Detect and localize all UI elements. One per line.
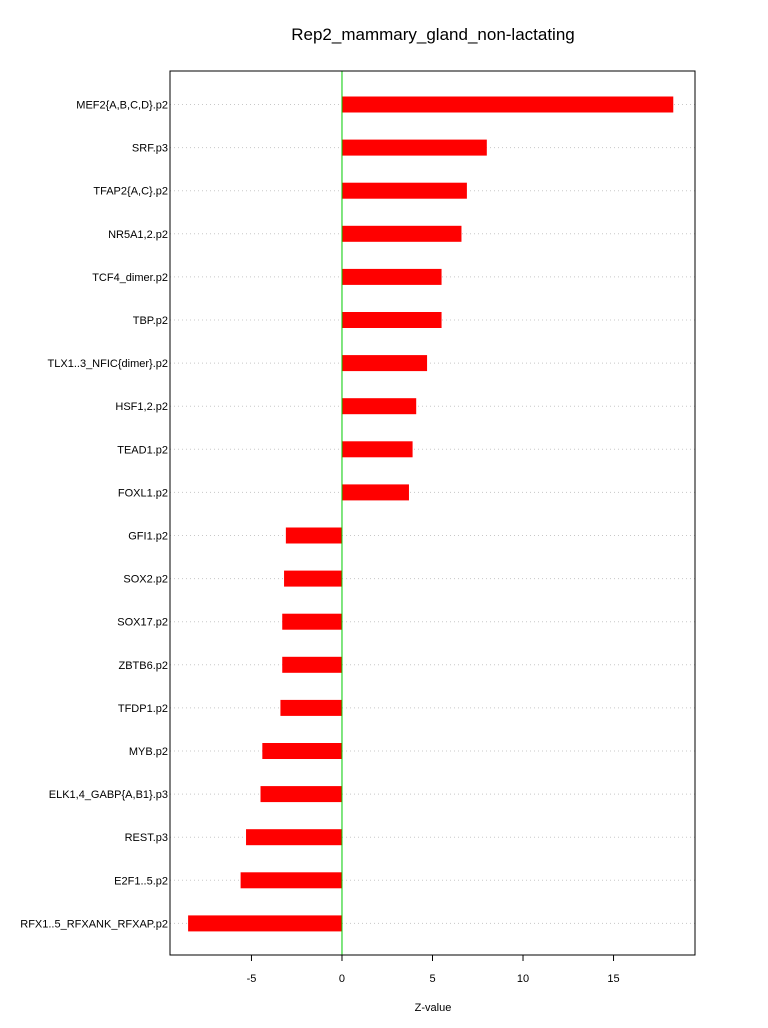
y-tick-label: HSF1,2.p2	[115, 401, 168, 413]
y-tick-label: TBP.p2	[133, 315, 168, 327]
y-tick-label: TLX1..3_NFIC{dimer}.p2	[48, 358, 168, 370]
y-tick-label: MEF2{A,B,C,D}.p2	[76, 100, 168, 112]
y-tick-label: TFAP2{A,C}.p2	[93, 186, 168, 198]
bar	[341, 96, 674, 113]
bar	[341, 441, 413, 458]
bar	[240, 872, 342, 889]
bar	[341, 355, 428, 372]
bar	[341, 182, 467, 199]
bar	[341, 484, 409, 501]
bar	[285, 527, 342, 544]
y-tick-label: RFX1..5_RFXANK_RFXAP.p2	[20, 918, 168, 930]
bar	[341, 139, 487, 156]
y-tick-label: TCF4_dimer.p2	[92, 272, 168, 284]
bar	[246, 829, 342, 846]
y-tick-label: E2F1..5.p2	[114, 875, 168, 887]
x-axis-title: Z-value	[415, 1002, 452, 1014]
x-tick-label: 10	[517, 973, 529, 985]
bar	[282, 613, 342, 630]
y-tick-label: NR5A1,2.p2	[108, 229, 168, 241]
bar	[341, 398, 417, 415]
bar	[282, 656, 342, 673]
bar	[262, 743, 342, 759]
y-tick-label: ZBTB6.p2	[118, 660, 168, 672]
y-tick-label: SOX17.p2	[117, 617, 168, 629]
y-tick-label: ELK1,4_GABP{A,B1}.p3	[49, 789, 168, 801]
bar	[280, 699, 342, 716]
bar	[188, 915, 342, 932]
y-axis-labels: MEF2{A,B,C,D}.p2 SRF.p3 TFAP2{A,C}.p2 NR5A1…	[20, 100, 168, 931]
y-tick-label: TFDP1.p2	[118, 703, 168, 715]
y-tick-label: REST.p3	[125, 832, 168, 844]
bar	[341, 312, 442, 328]
y-tick-label: SOX2.p2	[123, 574, 168, 586]
bar	[341, 268, 442, 285]
bar	[341, 225, 462, 242]
y-tick-label: MYB.p2	[129, 746, 168, 758]
plot-frame	[169, 70, 696, 956]
bar	[284, 570, 342, 587]
bar	[260, 786, 342, 803]
y-tick-label: GFI1.p2	[128, 531, 168, 543]
x-tick-label: 0	[339, 973, 345, 985]
chart-title: Rep2_mammary_gland_non-lactating	[291, 25, 575, 44]
y-tick-label: SRF.p3	[132, 143, 168, 155]
x-axis: -5 0 5 10 15	[247, 954, 620, 985]
bars	[188, 96, 674, 932]
y-tick-label: TEAD1.p2	[117, 444, 168, 456]
x-tick-label: 5	[429, 973, 435, 985]
x-tick-label: 15	[607, 973, 619, 985]
y-tick-label: FOXL1.p2	[118, 487, 168, 499]
x-tick-label: -5	[247, 973, 257, 985]
